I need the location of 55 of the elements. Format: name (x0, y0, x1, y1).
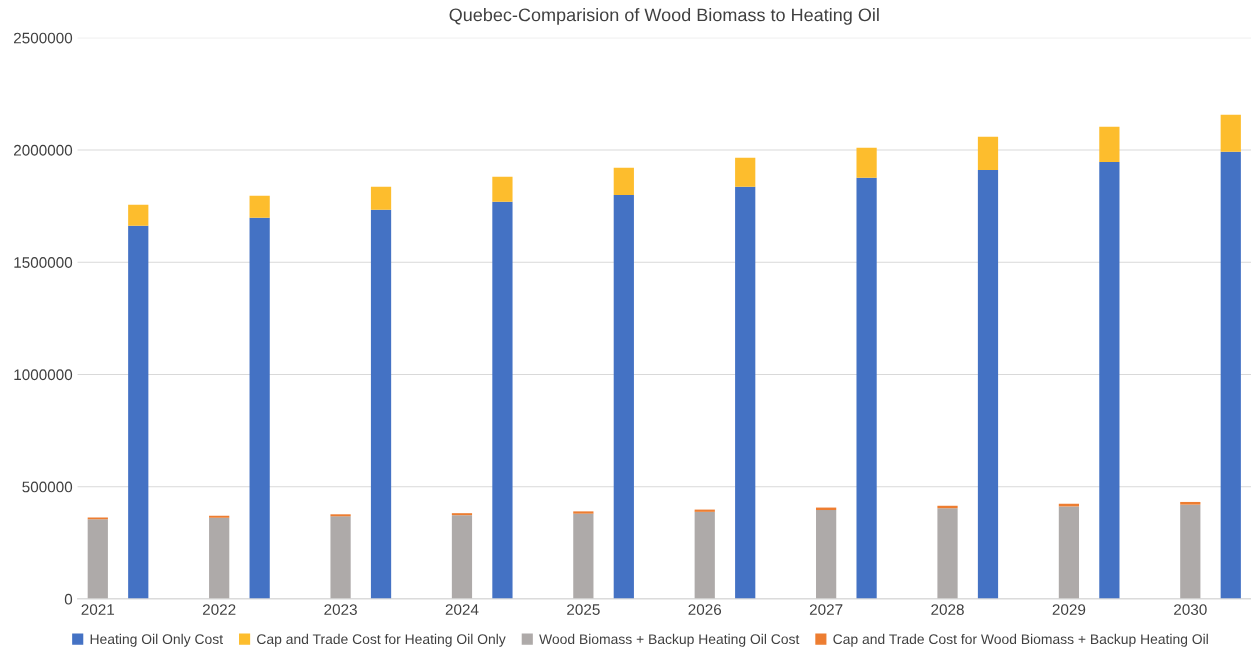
bar (573, 511, 594, 514)
bar (1220, 114, 1241, 152)
y-tick-label: 0 (64, 593, 73, 605)
bar (209, 517, 230, 599)
bar (1180, 504, 1201, 599)
x-tick-label: 2027 (809, 604, 843, 615)
legend-label: Heating Oil Only Cost (90, 633, 223, 647)
legend-label: Cap and Trade Cost for Heating Oil Only (257, 633, 506, 647)
bar (249, 217, 270, 599)
y-tick-label: 1500000 (14, 257, 73, 268)
bar (330, 514, 351, 517)
bar (816, 510, 837, 599)
legend-label: Wood Biomass + Backup Heating Oil Cost (539, 633, 800, 647)
x-tick-label: 2021 (81, 604, 115, 615)
bar (694, 511, 715, 599)
x-tick-label: 2025 (567, 604, 600, 615)
bar (370, 186, 392, 210)
bar (856, 147, 877, 178)
bar (735, 186, 756, 599)
x-tick-label: 2030 (1174, 604, 1207, 615)
bar (492, 176, 513, 202)
y-tick-label: 2500000 (14, 32, 73, 44)
x-tick-label: 2026 (688, 604, 722, 615)
bar (1099, 126, 1120, 162)
bar (451, 513, 473, 516)
bar (87, 519, 108, 599)
bar (451, 515, 473, 599)
x-tick-label: 2022 (202, 604, 236, 615)
bar (1058, 506, 1080, 599)
bar (937, 508, 958, 599)
bar (330, 516, 351, 599)
legend-label: Cap and Trade Cost for Wood Biomass + Backup Heating Oil (833, 633, 1208, 647)
chart-title: Quebec-Comparision of Wood Biomass to Heating Oil (449, 8, 879, 25)
bar (1220, 151, 1241, 599)
y-tick-label: 1000000 (14, 369, 73, 381)
bar (735, 157, 756, 187)
bar (977, 136, 999, 170)
bar (573, 513, 594, 599)
bar (492, 201, 513, 599)
bar (128, 225, 149, 599)
x-tick-label: 2023 (324, 604, 357, 615)
bar (856, 177, 877, 599)
x-tick-label: 2029 (1052, 604, 1086, 615)
x-tick-label: 2028 (931, 604, 964, 615)
bar (1099, 161, 1120, 599)
bar (613, 194, 634, 599)
bar (977, 169, 999, 599)
y-tick-label: 2000000 (14, 144, 73, 156)
bar (128, 204, 149, 226)
bar (1180, 501, 1201, 505)
bar (249, 195, 270, 218)
bar (370, 209, 392, 599)
bar (613, 167, 634, 195)
y-tick-label: 500000 (22, 481, 73, 493)
x-tick-label: 2024 (445, 604, 479, 615)
